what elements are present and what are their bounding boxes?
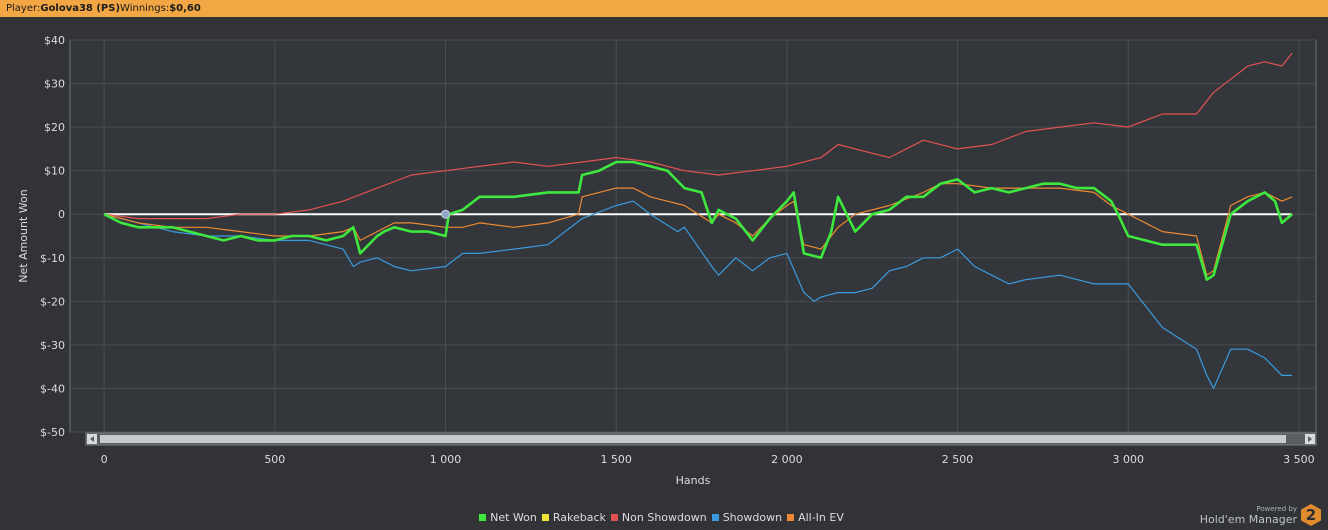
powered-by-text: Powered by bbox=[1256, 505, 1297, 513]
scrollbar-thumb[interactable] bbox=[100, 435, 1286, 443]
legend-label: All-In EV bbox=[798, 510, 844, 524]
series-line-net-won bbox=[103, 160, 1293, 281]
legend-swatch bbox=[541, 513, 549, 521]
player-info-bar: Player: Golova38 (PS) Winnings: $0,60 bbox=[0, 0, 1328, 17]
x-tick-label: 0 bbox=[101, 453, 108, 466]
x-tick-label: 1 000 bbox=[430, 453, 462, 466]
legend-item[interactable]: Rakeback bbox=[541, 510, 606, 524]
series-line-non-showdown bbox=[104, 52, 1293, 220]
legend-item[interactable]: Non Showdown bbox=[610, 510, 707, 524]
legend-item[interactable]: Net Won bbox=[479, 511, 537, 524]
y-tick-label: $20 bbox=[44, 121, 65, 134]
horizontal-scrollbar[interactable] bbox=[85, 432, 1317, 446]
legend-label: Non Showdown bbox=[621, 510, 707, 524]
series-line-showdown bbox=[103, 200, 1293, 389]
winnings-label: Winnings: bbox=[120, 3, 170, 14]
axes: $40 $30 $20 $10 0 $-10 $-20 $-30 $-40 $-50 0 500 1 0… bbox=[40, 34, 1315, 466]
x-tick-label: 3 500 bbox=[1283, 453, 1315, 466]
legend-item[interactable]: All-In EV bbox=[787, 511, 844, 524]
winnings-chart: $40 $30 $20 $10 0 $-10 $-20 $-30 $-40 $-50 0 500 1 0… bbox=[17, 34, 1317, 487]
y-tick-label: 0 bbox=[58, 208, 65, 221]
series-lines bbox=[103, 52, 1293, 389]
series-line-all-in-ev bbox=[103, 183, 1293, 276]
y-tick-label: $40 bbox=[44, 34, 65, 47]
x-axis-label: Hands bbox=[676, 474, 711, 487]
product-name: Hold'em Manager bbox=[1199, 513, 1297, 526]
hover-marker[interactable] bbox=[441, 209, 451, 219]
legend-swatch bbox=[479, 513, 487, 521]
arrow-right-icon bbox=[1308, 436, 1312, 442]
x-tick-label: 2 000 bbox=[771, 453, 803, 466]
legend-swatch bbox=[711, 513, 719, 521]
y-tick-label: $-50 bbox=[40, 426, 65, 439]
chart-legend: Net Won Rakeback Non Showdown Showdown All-I… bbox=[0, 509, 1328, 525]
x-tick-label: 2 500 bbox=[942, 453, 974, 466]
y-axis-label: Net Amount Won bbox=[17, 189, 30, 282]
player-name: Golova38 (PS) bbox=[40, 3, 121, 14]
legend-label: Rakeback bbox=[552, 510, 606, 524]
x-tick-label: 500 bbox=[264, 453, 285, 466]
legend-swatch bbox=[610, 513, 618, 521]
legend-item[interactable]: Showdown bbox=[711, 510, 783, 524]
x-tick-label: 3 000 bbox=[1112, 453, 1144, 466]
legend-swatch bbox=[787, 513, 795, 521]
winnings-value: $0,60 bbox=[169, 3, 201, 14]
y-tick-label: $-40 bbox=[40, 382, 65, 395]
hem2-badge-icon: 2 bbox=[1301, 504, 1321, 526]
legend-label: Showdown bbox=[722, 510, 783, 524]
y-tick-label: $-10 bbox=[40, 252, 65, 265]
player-label: Player: bbox=[6, 3, 41, 14]
legend-label: Net Won bbox=[490, 510, 537, 524]
brand-logo: Powered by Hold'em Manager 2 bbox=[1200, 502, 1321, 526]
arrow-left-icon bbox=[90, 436, 94, 442]
y-tick-label: $-30 bbox=[40, 339, 65, 352]
y-tick-label: $-20 bbox=[40, 295, 65, 308]
y-tick-label: $10 bbox=[44, 165, 65, 178]
y-tick-label: $30 bbox=[44, 78, 65, 91]
x-tick-label: 1 500 bbox=[600, 453, 632, 466]
